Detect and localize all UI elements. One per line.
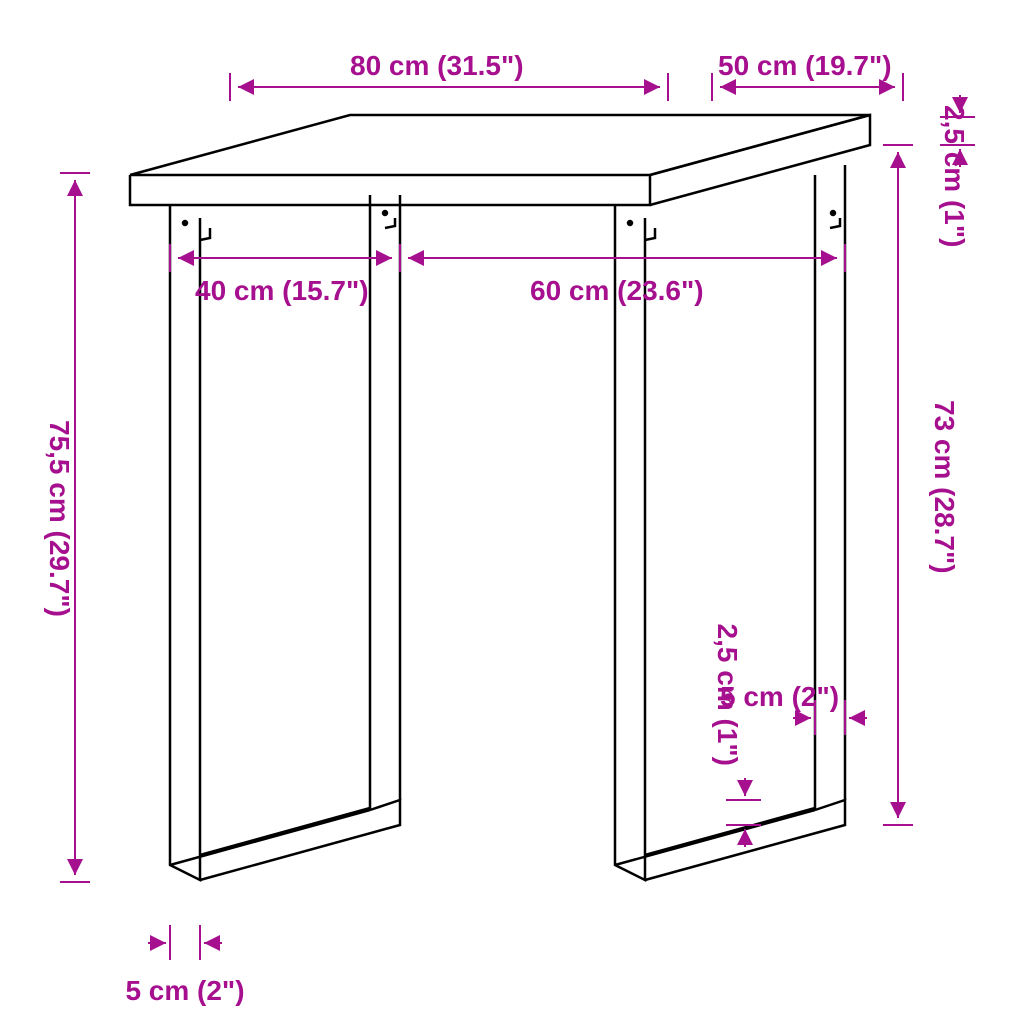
dim-top-thick: 2,5 cm (1") <box>939 105 970 247</box>
dim-tube1: 5 cm (2") <box>125 975 244 1006</box>
dim-base-thick: 2,5 cm (1") <box>712 624 743 766</box>
table-outline <box>130 115 870 880</box>
dim-leg-span: 60 cm (23.6") <box>530 275 704 306</box>
dim-leg-h: 73 cm (28.7") <box>929 400 960 574</box>
dim-top-width: 80 cm (31.5") <box>350 50 524 81</box>
dim-leg-depth: 40 cm (15.7") <box>195 275 369 306</box>
dim-top-depth: 50 cm (19.7") <box>718 50 892 81</box>
dimension-drawing: 80 cm (31.5") 50 cm (19.7") 2,5 cm (1") … <box>0 0 1024 1024</box>
dim-total-h: 75,5 cm (29.7") <box>44 420 75 617</box>
